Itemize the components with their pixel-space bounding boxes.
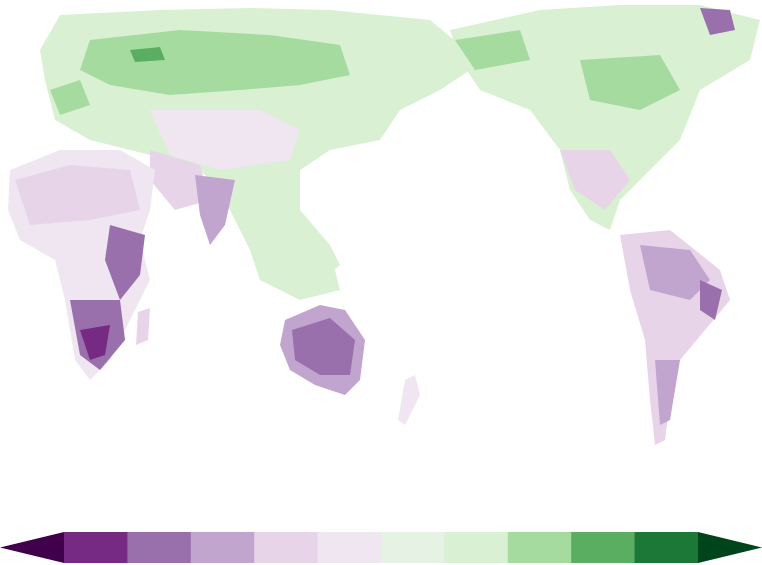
colorbar-bin <box>190 532 255 563</box>
colorbar-bins <box>0 532 762 563</box>
region-se-asia <box>240 180 340 300</box>
colorbar-bin <box>127 532 192 563</box>
region-australia-core <box>292 318 355 375</box>
colorbar-bin <box>64 532 128 563</box>
landmass-eurasia <box>40 8 470 300</box>
region-sahara <box>15 165 140 225</box>
region-patagonia <box>655 360 680 425</box>
region-amazon <box>640 245 710 300</box>
colorbar-bin <box>571 532 636 563</box>
region-siberia-green <box>80 30 350 95</box>
colorbar-bin <box>634 532 699 563</box>
region-scandinavia <box>50 80 90 115</box>
region-new-zealand <box>398 375 420 425</box>
region-alaska <box>455 30 530 70</box>
region-arabia <box>150 150 210 210</box>
region-central-asia <box>150 110 300 170</box>
landmass-south-america <box>620 230 730 445</box>
landmass-africa <box>8 150 155 380</box>
landmass-north-america <box>450 5 760 230</box>
colorbar <box>0 530 762 565</box>
region-canada-green <box>580 55 680 110</box>
region-east-africa <box>105 225 145 300</box>
region-us-south <box>560 150 630 210</box>
colorbar-bin <box>444 532 509 563</box>
region-south-africa-dark <box>80 325 110 360</box>
landmass-australia <box>280 305 420 425</box>
region-madagascar <box>136 308 150 345</box>
region-north-america-base <box>450 5 760 230</box>
map-canvas <box>8 5 760 445</box>
world-map <box>8 5 760 445</box>
colorbar-canvas <box>0 532 762 563</box>
region-siberia-dark <box>130 47 165 62</box>
colorbar-bin <box>254 532 319 563</box>
region-greenland-purple <box>700 8 735 35</box>
region-brazil-east <box>700 280 722 320</box>
colorbar-bin <box>507 532 572 563</box>
colorbar-bin <box>381 532 445 563</box>
colorbar-extend-high <box>698 532 762 563</box>
region-india <box>195 175 235 245</box>
colorbar-extend-low <box>0 532 64 563</box>
colorbar-bin <box>317 532 382 563</box>
